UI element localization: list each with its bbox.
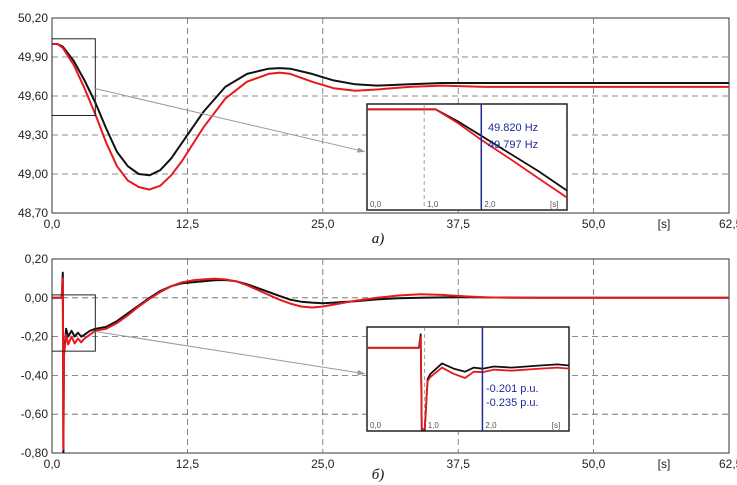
series-line-black [52, 271, 729, 453]
zoom-box [51, 294, 96, 352]
y-tick-label: 0,00 [25, 291, 49, 305]
inset-x-tick-label: 1,0 [427, 200, 439, 209]
x-tick-label: 50,0 [582, 457, 606, 471]
zoom-arrow-head [357, 147, 365, 153]
inset-x-tick-label: 2,0 [485, 421, 497, 430]
x-tick-label: 25,0 [311, 457, 335, 471]
x-tick-label: [s] [658, 457, 671, 471]
x-tick-label: 12,5 [176, 217, 200, 231]
x-tick-label: 12,5 [176, 457, 200, 471]
chart-power: 0,0 12,5 25,0 37,5 50,0 [s] 62,5 -0,80 -0,60 -0,4… [21, 252, 737, 483]
x-tick-label: 62,5 [719, 457, 737, 471]
x-tick-label: 37,5 [447, 457, 471, 471]
x-tick-label: 0,0 [44, 457, 61, 471]
cursor-readout: -0.201 p.u. [486, 383, 539, 395]
cursor-readout: 49.820 Hz [488, 122, 538, 134]
y-tick-label: -0,20 [21, 330, 49, 344]
inset-frame [366, 103, 568, 211]
zoom-arrow-head [357, 369, 365, 376]
y-tick-label: -0,40 [21, 368, 49, 382]
y-tick-label: 49,00 [18, 167, 48, 181]
chart-frequency: 0,0 12,5 25,0 37,5 50,0 [s] 62,5 48,70 49,00 49,3… [18, 11, 737, 247]
y-tick-label: -0,80 [21, 446, 49, 460]
zoom-arrow [95, 88, 366, 153]
x-tick-label: 37,5 [447, 217, 471, 231]
inset-x-tick-label: 2,0 [484, 200, 496, 209]
x-tick-label: 25,0 [311, 217, 335, 231]
inset-series-line-red [367, 336, 569, 430]
cursor-readout: -0.235 p.u. [486, 397, 539, 409]
inset-frame [366, 326, 570, 432]
inset-x-tick-label: 1,0 [428, 421, 440, 430]
inset-x-tick-label: [s] [550, 200, 558, 209]
x-tick-label: 0,0 [44, 217, 61, 231]
x-tick-label: 62,5 [719, 217, 737, 231]
inset-x-tick-label: 0,0 [370, 421, 382, 430]
zoom-box [51, 38, 96, 116]
y-tick-label: 49,60 [18, 89, 48, 103]
chart-caption: а) [372, 231, 385, 247]
y-tick-label: 48,70 [18, 206, 48, 220]
chart-caption: б) [372, 467, 385, 483]
cursor-readout: 49.797 Hz [488, 139, 538, 151]
y-tick-label: 49,30 [18, 128, 48, 142]
inset-x-tick-label: 0,0 [370, 200, 382, 209]
series-line-red [52, 277, 729, 451]
y-tick-label: 50,20 [18, 11, 48, 25]
y-tick-label: -0,60 [21, 407, 49, 421]
y-tick-label: 0,20 [25, 252, 49, 266]
x-tick-label: [s] [658, 217, 671, 231]
y-tick-label: 49,90 [18, 50, 48, 64]
inset-x-tick-label: [s] [552, 421, 560, 430]
x-tick-label: 50,0 [582, 217, 606, 231]
zoom-arrow [95, 330, 366, 375]
